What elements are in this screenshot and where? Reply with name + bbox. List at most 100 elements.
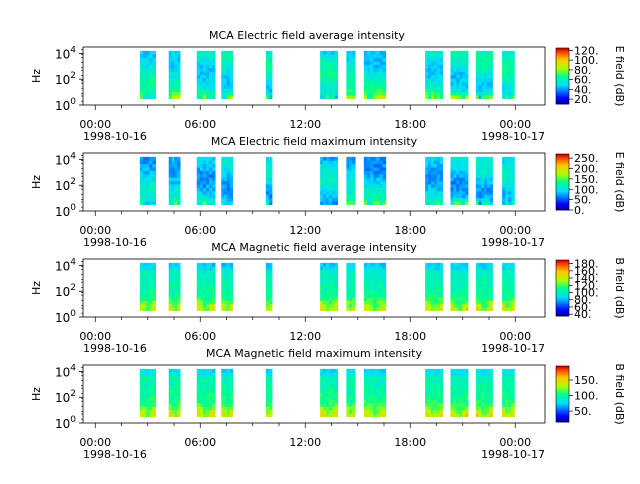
spectrogram-cell: [224, 50, 228, 55]
spectrogram-cell: [370, 399, 374, 404]
spectrogram-cell: [465, 167, 469, 171]
spectrogram-cell: [143, 296, 147, 301]
spectrogram-cell: [486, 163, 491, 168]
spectrogram-cell: [486, 78, 491, 82]
spectrogram-cell: [465, 300, 469, 305]
spectrogram-cell: [430, 293, 435, 298]
spectrogram-cell: [171, 167, 175, 171]
spectrogram-cell: [168, 163, 172, 168]
spectrogram-cell: [453, 266, 457, 271]
spectrogram-cell: [352, 61, 356, 65]
colorbar-tick-label: 250.: [574, 152, 599, 165]
spectrogram-cell: [177, 170, 181, 175]
spectrogram-cell: [346, 91, 350, 96]
spectrogram-cell: [439, 409, 444, 414]
y-axis-label: Hz: [30, 387, 43, 401]
spectrogram-cell: [505, 190, 509, 195]
spectrogram-cell: [346, 406, 350, 411]
y-tick-label: 100: [55, 97, 76, 113]
spectrogram-cell: [209, 276, 213, 281]
spectrogram-cell: [363, 406, 368, 411]
spectrogram-cell: [489, 84, 493, 89]
spectrogram-cell: [221, 190, 225, 195]
spectrogram-cell: [168, 396, 172, 400]
spectrogram-cell: [505, 180, 509, 185]
spectrogram-cell: [349, 273, 353, 277]
spectrogram-cell: [486, 54, 491, 59]
spectrogram-cell: [379, 156, 384, 161]
spectrogram-cell: [462, 163, 466, 168]
spectrogram-cell: [370, 95, 374, 99]
spectrogram-cell: [323, 74, 327, 79]
spectrogram-cell: [511, 91, 515, 96]
spectrogram-cell: [508, 273, 512, 277]
spectrogram-cell: [174, 368, 178, 373]
spectrogram-cell: [325, 197, 330, 202]
spectrogram-cell: [224, 269, 228, 274]
spectrogram-cell: [346, 74, 350, 79]
spectrogram-cell: [226, 84, 231, 89]
spectrogram-cell: [143, 286, 147, 291]
spectrogram-cell: [221, 385, 225, 390]
spectrogram-cell: [209, 74, 213, 79]
spectrogram-cell: [334, 170, 339, 175]
spectrogram-cell: [199, 375, 204, 380]
colorbar-segment: [556, 420, 569, 423]
spectrogram-cell: [328, 81, 333, 86]
spectrogram-cell: [229, 385, 234, 390]
spectrogram-cell: [481, 296, 485, 301]
spectrogram-cell: [370, 368, 374, 373]
spectrogram-cell: [202, 187, 207, 192]
spectrogram-cell: [450, 61, 454, 65]
spectrogram-cell: [320, 283, 324, 288]
spectrogram-cell: [352, 190, 356, 195]
spectrogram-cell: [174, 266, 178, 271]
spectrogram-cell: [221, 406, 225, 411]
spectrogram-cell: [489, 194, 493, 199]
colorbar-segment: [556, 172, 569, 174]
spectrogram-cell: [152, 167, 157, 171]
spectrogram-cell: [370, 290, 374, 294]
spectrogram-cell: [146, 91, 150, 96]
spectrogram-cell: [196, 170, 201, 175]
spectrogram-cell: [323, 266, 327, 271]
spectrogram-cell: [149, 303, 153, 308]
spectrogram-cell: [478, 180, 482, 185]
spectrogram-cell: [481, 177, 485, 182]
spectrogram-cell: [323, 286, 327, 291]
spectrogram-cell: [334, 54, 339, 59]
spectrogram-cell: [152, 269, 157, 274]
spectrogram-cell: [331, 262, 336, 267]
spectrogram-cell: [199, 177, 204, 182]
spectrogram-cell: [367, 91, 371, 96]
spectrogram-cell: [331, 396, 336, 400]
spectrogram-cell: [511, 177, 515, 182]
colorbar-segment: [556, 385, 569, 388]
spectrogram-cell: [450, 368, 454, 373]
spectrogram-cell: [508, 269, 512, 274]
spectrogram-cell: [462, 399, 466, 404]
spectrogram-cell: [450, 286, 454, 291]
spectrogram-cell: [382, 177, 387, 182]
colorbar-segment: [556, 297, 569, 300]
spectrogram-cell: [146, 156, 150, 161]
spectrogram-cell: [475, 197, 480, 202]
spectrogram-cell: [508, 385, 512, 390]
spectrogram-cell: [334, 84, 339, 89]
spectrogram-cell: [508, 262, 512, 267]
spectrogram-cell: [171, 392, 175, 397]
spectrogram-cell: [478, 50, 482, 55]
spectrogram-cell: [505, 402, 509, 407]
colorbar-segment: [556, 278, 569, 280]
spectrogram-cell: [334, 368, 339, 373]
spectrogram-cell: [323, 95, 327, 99]
spectrogram-cell: [430, 276, 435, 281]
spectrogram-cell: [428, 81, 432, 86]
spectrogram-cell: [484, 190, 488, 195]
spectrogram-cell: [268, 160, 273, 165]
spectrogram-cell: [320, 379, 324, 383]
spectrogram-cell: [373, 262, 377, 267]
spectrogram-cell: [334, 64, 339, 69]
x-tick-label: 18:00: [394, 224, 426, 237]
spectrogram-cell: [456, 307, 460, 311]
